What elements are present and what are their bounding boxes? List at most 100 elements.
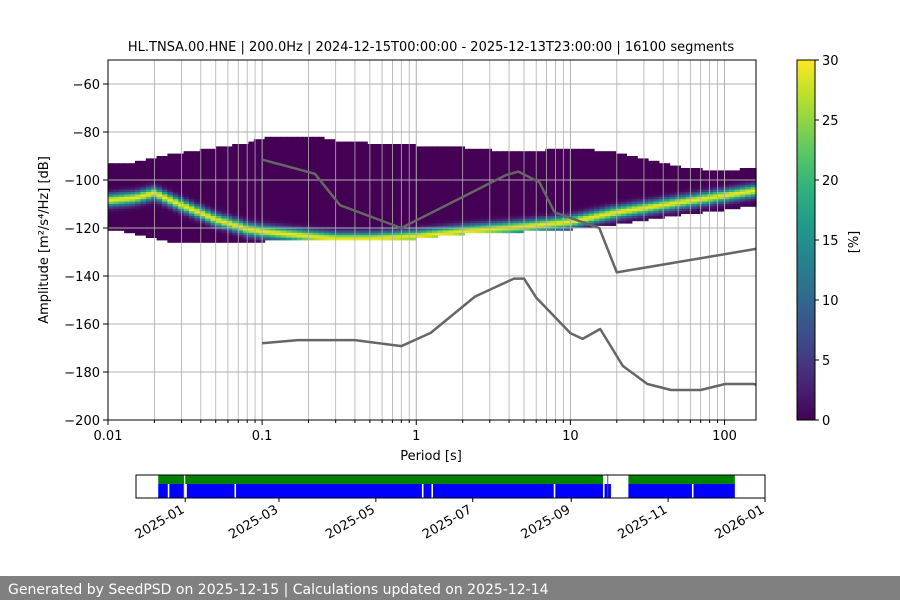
heatmap-cell — [232, 163, 239, 166]
heatmap-cell — [324, 151, 330, 154]
heatmap-cell — [599, 220, 606, 224]
heatmap-cell — [210, 177, 217, 181]
heatmap-cell — [594, 223, 600, 226]
heatmap-cell — [232, 199, 239, 202]
heatmap-cell — [307, 235, 314, 238]
heatmap-cell — [513, 151, 519, 154]
heatmap-cell — [653, 184, 660, 188]
heatmap-cell — [280, 177, 287, 181]
heatmap-cell — [723, 175, 730, 178]
heatmap-cell — [291, 144, 298, 147]
heatmap-cell — [448, 189, 455, 193]
heatmap-cell — [394, 156, 401, 159]
heatmap-cell — [232, 225, 239, 229]
heatmap-cell — [621, 192, 627, 195]
heatmap-cell — [297, 206, 303, 210]
heatmap-cell — [556, 189, 563, 193]
heatmap-cell — [702, 182, 708, 186]
heatmap-cell — [329, 196, 336, 200]
heatmap-cell — [324, 218, 330, 222]
heatmap-cell — [275, 213, 282, 217]
heatmap-cell — [216, 237, 222, 241]
heatmap-cell — [167, 172, 174, 176]
heatmap-cell — [561, 165, 568, 169]
heatmap-cell — [707, 204, 714, 207]
heatmap-cell — [556, 177, 563, 181]
heatmap-cell — [604, 170, 611, 174]
heatmap-cell — [475, 206, 482, 210]
heatmap-cell — [145, 189, 152, 193]
heatmap-cell — [372, 196, 379, 200]
heatmap-cell — [351, 220, 357, 224]
heatmap-cell — [248, 206, 255, 210]
heatmap-cell — [237, 218, 244, 222]
heatmap-cell — [156, 220, 163, 224]
heatmap-cell — [583, 206, 590, 210]
heatmap-cell — [518, 151, 525, 154]
heatmap-cell — [351, 177, 357, 181]
heatmap-cell — [583, 148, 590, 152]
heatmap-cell — [513, 223, 519, 226]
heatmap-cell — [162, 170, 168, 174]
heatmap-cell — [275, 237, 282, 241]
heatmap-cell — [124, 230, 131, 234]
heatmap-cell — [172, 187, 179, 190]
heatmap-cell — [372, 199, 379, 202]
heatmap-cell — [318, 228, 325, 231]
heatmap-cell — [253, 158, 260, 162]
heatmap-cell — [340, 148, 347, 152]
heatmap-cell — [658, 172, 665, 176]
heatmap-cell — [432, 148, 438, 152]
heatmap-cell — [302, 201, 309, 205]
heatmap-cell — [718, 187, 725, 190]
heatmap-cell — [432, 213, 438, 217]
heatmap-cell — [324, 232, 330, 236]
heatmap-cell — [378, 237, 384, 241]
heatmap-cell — [226, 160, 233, 164]
heatmap-cell — [507, 230, 514, 234]
heatmap-cell — [464, 218, 471, 222]
heatmap-cell — [469, 192, 476, 195]
heatmap-cell — [118, 168, 125, 171]
heatmap-cell — [502, 187, 509, 190]
heatmap-cell — [226, 228, 233, 231]
heatmap-cell — [324, 201, 330, 205]
heatmap-cell — [421, 211, 428, 214]
heatmap-cell — [383, 180, 390, 183]
heatmap-cell — [145, 196, 152, 200]
heatmap-cell — [604, 218, 611, 222]
heatmap-cell — [745, 180, 752, 183]
heatmap-cell — [545, 206, 552, 210]
heatmap-cell — [140, 232, 147, 236]
heatmap-cell — [297, 136, 303, 140]
heatmap-cell — [135, 175, 141, 178]
heatmap-cell — [145, 218, 152, 222]
heatmap-cell — [453, 172, 460, 176]
heatmap-cell — [545, 194, 552, 198]
heatmap-cell — [372, 208, 379, 212]
heatmap-cell — [243, 192, 249, 195]
heatmap-cell — [594, 220, 600, 224]
heatmap-cell — [205, 225, 212, 229]
heatmap-cell — [550, 156, 557, 159]
heatmap-cell — [237, 199, 244, 202]
heatmap-cell — [615, 182, 622, 186]
heatmap-cell — [243, 216, 249, 219]
heatmap-cell — [183, 182, 190, 186]
heatmap-cell — [723, 189, 730, 193]
heatmap-cell — [685, 182, 692, 186]
heatmap-cell — [248, 204, 255, 207]
heatmap-cell — [356, 146, 363, 150]
heatmap-cell — [162, 156, 168, 159]
heatmap-cell — [594, 213, 600, 217]
heatmap-cell — [502, 165, 509, 169]
heatmap-cell — [221, 146, 228, 150]
heatmap-cell — [518, 168, 525, 171]
heatmap-cell — [264, 168, 271, 171]
heatmap-cell — [232, 158, 239, 162]
heatmap-cell — [307, 204, 314, 207]
heatmap-cell — [534, 189, 541, 193]
heatmap-cell — [550, 228, 557, 231]
heatmap-cell — [405, 168, 411, 171]
heatmap-cell — [523, 158, 530, 162]
